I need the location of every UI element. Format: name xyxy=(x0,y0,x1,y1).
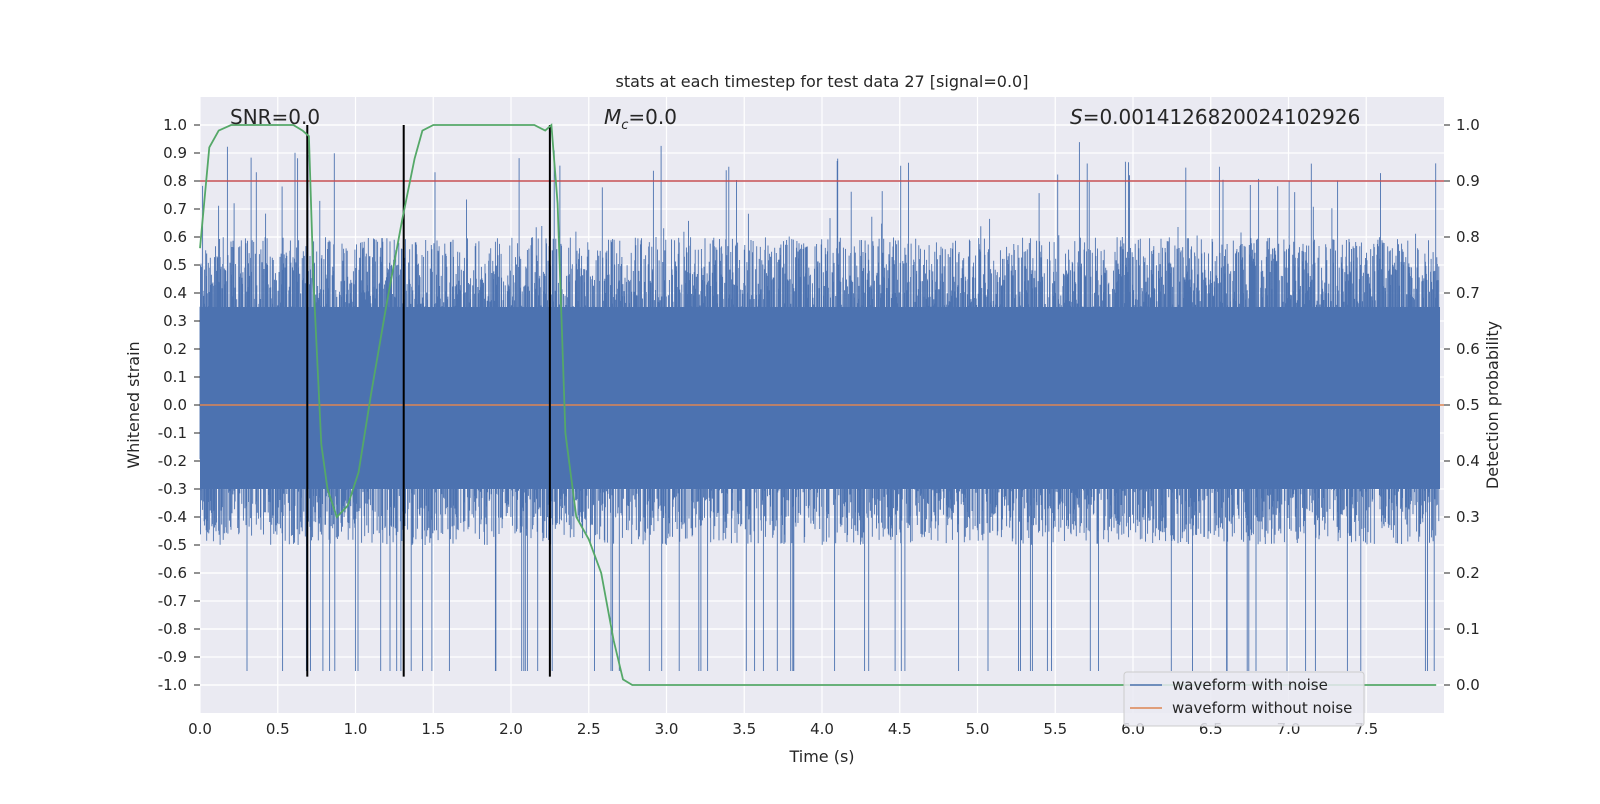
legend-label-waveform-without-noise: waveform without noise xyxy=(1172,699,1352,717)
left-y-tick-label: 0.3 xyxy=(163,312,187,330)
left-y-tick-label: 0.7 xyxy=(163,200,187,218)
left-y-tick-label: 0.6 xyxy=(163,228,187,246)
detection-probability-line xyxy=(199,123,1437,686)
left-y-tick-label: -0.9 xyxy=(158,648,187,666)
left-y-tick-label: 0.0 xyxy=(163,396,187,414)
left-y-tick-label: 0.8 xyxy=(163,172,187,190)
x-tick-label: 5.5 xyxy=(1043,720,1067,738)
line-marks xyxy=(199,123,1444,686)
right-y-tick-label: 0.5 xyxy=(1456,396,1480,414)
left-y-tick-label: 0.1 xyxy=(163,368,187,386)
mc-subscript: c xyxy=(621,118,628,133)
right-y-tick-label: 0.7 xyxy=(1456,284,1480,302)
x-tick-label: 3.5 xyxy=(732,720,756,738)
left-y-tick-label: 0.4 xyxy=(163,284,187,302)
x-tick-label: 3.0 xyxy=(655,720,679,738)
x-tick-label: 5.0 xyxy=(966,720,990,738)
left-y-tick-label: -1.0 xyxy=(158,676,187,694)
x-tick-label: 0.0 xyxy=(188,720,212,738)
s-symbol: S xyxy=(1070,105,1083,129)
legend-box xyxy=(1123,671,1365,727)
mc-symbol: M xyxy=(604,105,621,129)
legend: waveform with noise waveform without noi… xyxy=(1123,671,1365,727)
x-tick-label: 1.0 xyxy=(344,720,368,738)
left-y-tick-label: -0.8 xyxy=(158,620,187,638)
snr-annotation: SNR=0.0 xyxy=(230,105,320,129)
x-tick-label: 0.5 xyxy=(266,720,290,738)
right-y-tick-label: 0.6 xyxy=(1456,340,1480,358)
x-tick-label: 2.0 xyxy=(499,720,523,738)
right-y-axis-label: Detection probability xyxy=(1483,321,1502,489)
chirp-mass-annotation: Mc=0.0 xyxy=(604,105,677,133)
x-tick-label: 2.5 xyxy=(577,720,601,738)
left-y-tick-label: 0.5 xyxy=(163,256,187,274)
right-y-tick-label: 0.1 xyxy=(1456,620,1480,638)
s-value: =0.0014126820024102926 xyxy=(1083,105,1361,129)
right-y-tick-label: 1.0 xyxy=(1456,116,1480,134)
chart-title: stats at each timestep for test data 27 … xyxy=(616,72,1029,91)
left-y-tick-label: -0.5 xyxy=(158,536,187,554)
left-y-tick-label: 1.0 xyxy=(163,116,187,134)
left-y-tick-label: -0.2 xyxy=(158,452,187,470)
left-y-tick-label: 0.9 xyxy=(163,144,187,162)
right-y-tick-label: 0.2 xyxy=(1456,564,1480,582)
mc-value: =0.0 xyxy=(628,105,677,129)
x-tick-label: 4.0 xyxy=(810,720,834,738)
x-tick-label: 1.5 xyxy=(421,720,445,738)
legend-label-waveform-with-noise: waveform with noise xyxy=(1172,676,1328,694)
left-y-tick-label: -0.6 xyxy=(158,564,187,582)
x-axis-label: Time (s) xyxy=(788,747,854,766)
right-y-tick-label: 0.4 xyxy=(1456,452,1480,470)
left-y-tick-label: -0.4 xyxy=(158,508,187,526)
left-y-tick-label: -0.3 xyxy=(158,480,187,498)
right-y-tick-label: 0.9 xyxy=(1456,172,1480,190)
s-annotation: S=0.0014126820024102926 xyxy=(1070,105,1360,129)
waveform-with-noise-core xyxy=(200,307,1440,489)
left-y-tick-label: -0.7 xyxy=(158,592,187,610)
left-y-tick-label: 0.2 xyxy=(163,340,187,358)
right-y-tick-label: 0.8 xyxy=(1456,228,1480,246)
left-y-axis-ticks: 1.0 0.9 0.8 0.7 0.6 0.5 0.4 0.3 0.2 0.1 0.0 -0.1 -0.… xyxy=(158,116,200,694)
left-y-tick-label: -0.1 xyxy=(158,424,187,442)
x-tick-label: 4.5 xyxy=(888,720,912,738)
noise-waveform-series xyxy=(199,142,1440,671)
right-y-axis-ticks: 1.0 0.9 0.8 0.7 0.6 0.5 0.4 0.3 0.2 0.1 0.0 xyxy=(1444,116,1480,694)
right-y-tick-label: 0.0 xyxy=(1456,676,1480,694)
right-y-tick-label: 0.3 xyxy=(1456,508,1480,526)
left-y-axis-label: Whitened strain xyxy=(124,341,143,468)
